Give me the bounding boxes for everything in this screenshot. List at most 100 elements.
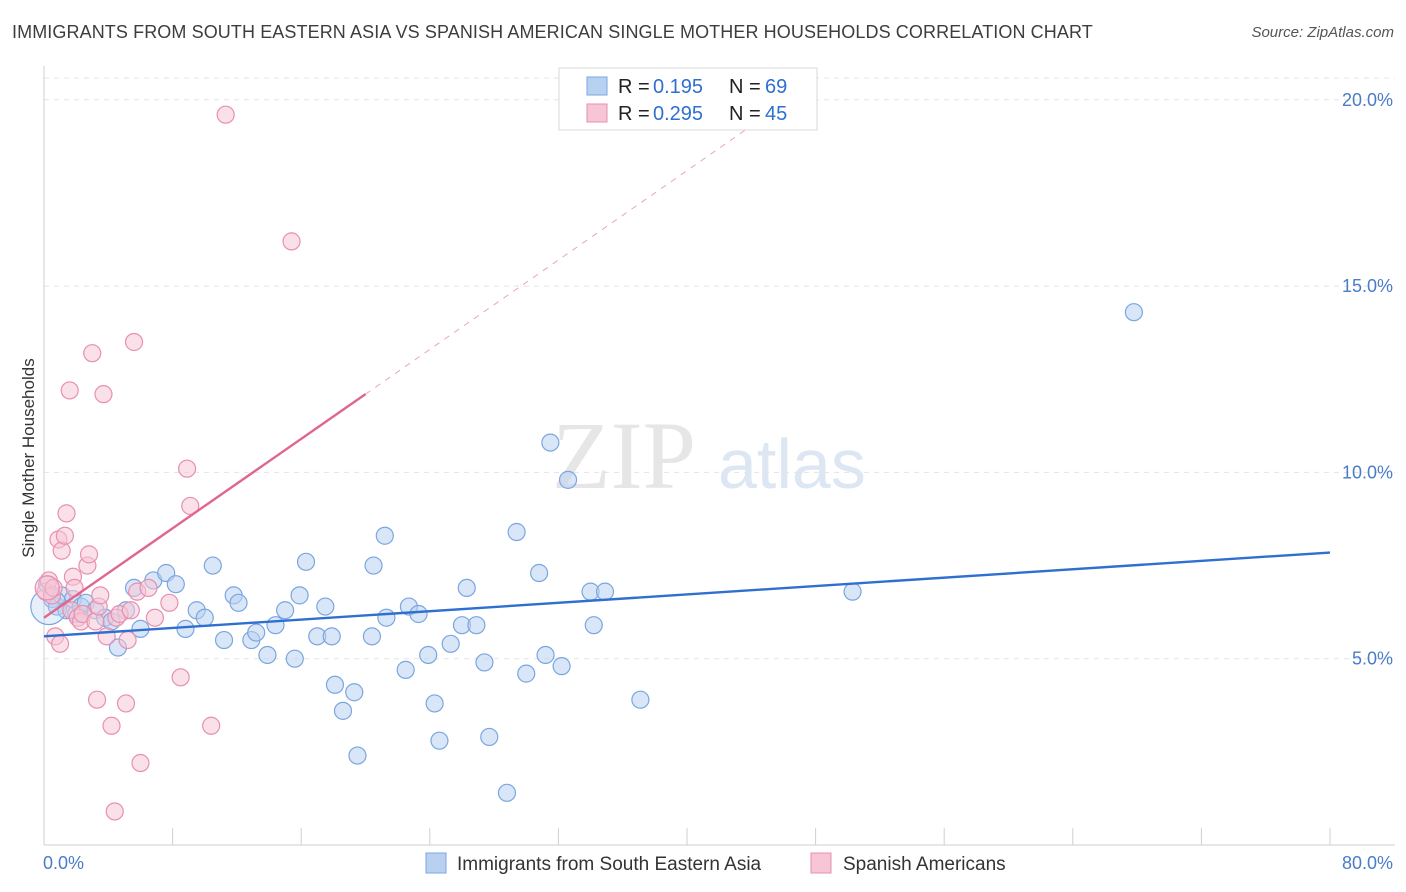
y-tick-labels: 5.0% 10.0% 15.0% 20.0% [1342, 90, 1393, 669]
point-1-9 [57, 504, 76, 523]
point-0-60 [530, 563, 549, 583]
point-0-44 [377, 608, 396, 627]
point-1-44 [160, 593, 179, 612]
point-1-26 [102, 716, 121, 735]
gridlines [44, 77, 1395, 660]
series-spanish-americans [34, 105, 301, 821]
point-1-8 [55, 526, 74, 545]
legend-swatch-blue [586, 76, 608, 96]
point-1-18 [79, 545, 99, 564]
point-0-61 [536, 645, 555, 665]
stats-legend: R = 0.195 N = 69 R = 0.295 N = 45 [558, 67, 818, 131]
point-1-38 [171, 668, 190, 687]
point-0-47 [409, 604, 428, 624]
point-1-39 [177, 459, 197, 478]
point-0-32 [290, 586, 309, 605]
point-1-6 [50, 634, 70, 653]
bottom-legend-label-blue: Immigrants from South Eastern Asia [457, 854, 762, 875]
point-0-58 [507, 522, 526, 542]
point-1-42 [216, 105, 235, 124]
point-0-62 [541, 433, 560, 452]
point-1-43 [282, 232, 301, 251]
point-0-48 [419, 645, 438, 665]
point-0-54 [467, 616, 486, 635]
point-0-51 [441, 634, 460, 653]
point-0-41 [362, 627, 382, 646]
point-1-33 [124, 332, 144, 352]
y-axis-title: Single Mother Households [19, 358, 38, 557]
trend-line-extension-1 [365, 80, 816, 395]
point-1-24 [94, 385, 113, 404]
point-1-23 [91, 586, 110, 605]
y-tick-label-3: 20.0% [1342, 90, 1393, 110]
point-0-57 [497, 783, 517, 802]
point-0-40 [348, 746, 367, 765]
point-0-50 [430, 731, 449, 750]
series-immigrants-se-asia [30, 303, 1143, 802]
point-1-25 [97, 627, 116, 646]
point-0-69 [843, 582, 862, 601]
point-1-13 [65, 578, 84, 598]
point-0-64 [558, 470, 578, 489]
point-0-68 [631, 690, 650, 709]
point-0-39 [345, 683, 364, 702]
trend-lines [43, 80, 1331, 638]
point-0-55 [475, 653, 494, 672]
point-0-36 [322, 627, 341, 646]
y-tick-label-1: 10.0% [1342, 462, 1393, 482]
point-0-67 [595, 582, 615, 601]
legend-n-label-2: N = [729, 103, 761, 125]
point-0-29 [266, 616, 285, 635]
point-1-41 [202, 716, 221, 735]
point-0-59 [517, 664, 536, 683]
point-0-33 [296, 552, 316, 571]
point-0-27 [247, 623, 266, 642]
point-1-40 [181, 496, 200, 516]
point-0-35 [316, 597, 335, 616]
y-tick-label-2: 15.0% [1342, 276, 1393, 296]
point-1-7 [52, 541, 71, 560]
axes [43, 66, 1395, 846]
legend-r-label-1: R = [618, 76, 650, 98]
trend-line-1 [43, 393, 367, 619]
point-0-21 [195, 608, 214, 627]
point-1-32 [121, 601, 140, 620]
point-0-70 [1124, 303, 1143, 322]
point-0-63 [552, 657, 571, 676]
bottom-legend-label-pink: Spanish Americans [843, 854, 1006, 875]
bottom-legend-swatch-pink [810, 852, 832, 874]
point-0-42 [364, 556, 383, 575]
legend-r-value-1: 0.195 [653, 76, 703, 98]
point-1-10 [60, 381, 79, 400]
point-1-37 [145, 608, 165, 627]
point-0-43 [375, 526, 394, 545]
x-tick-label-max: 80.0% [1342, 853, 1393, 873]
bottom-legend-swatch-blue [425, 852, 447, 874]
point-0-22 [203, 556, 222, 575]
chart-source: Source: ZipAtlas.com [1251, 24, 1394, 41]
point-1-35 [131, 753, 150, 773]
point-1-31 [118, 630, 137, 650]
point-0-28 [258, 645, 277, 665]
legend-n-value-1: 69 [765, 76, 787, 98]
point-1-36 [139, 578, 158, 598]
legend-swatch-pink [586, 103, 608, 123]
point-0-18 [166, 575, 185, 594]
legend-n-value-2: 45 [765, 103, 787, 125]
point-0-38 [333, 701, 353, 720]
legend-r-label-2: R = [618, 103, 650, 125]
point-1-20 [86, 612, 105, 631]
point-0-49 [425, 694, 444, 713]
point-0-25 [229, 593, 248, 612]
point-0-66 [584, 616, 603, 635]
watermark-atlas: atlas [718, 425, 866, 503]
point-1-19 [83, 344, 102, 363]
legend-n-label-1: N = [729, 76, 761, 98]
point-0-30 [276, 601, 295, 620]
trend-line-0 [43, 551, 1331, 638]
chart-title: IMMIGRANTS FROM SOUTH EASTERN ASIA VS SP… [12, 22, 1093, 42]
point-0-31 [285, 649, 304, 668]
point-0-23 [214, 630, 234, 650]
point-0-37 [325, 675, 345, 694]
